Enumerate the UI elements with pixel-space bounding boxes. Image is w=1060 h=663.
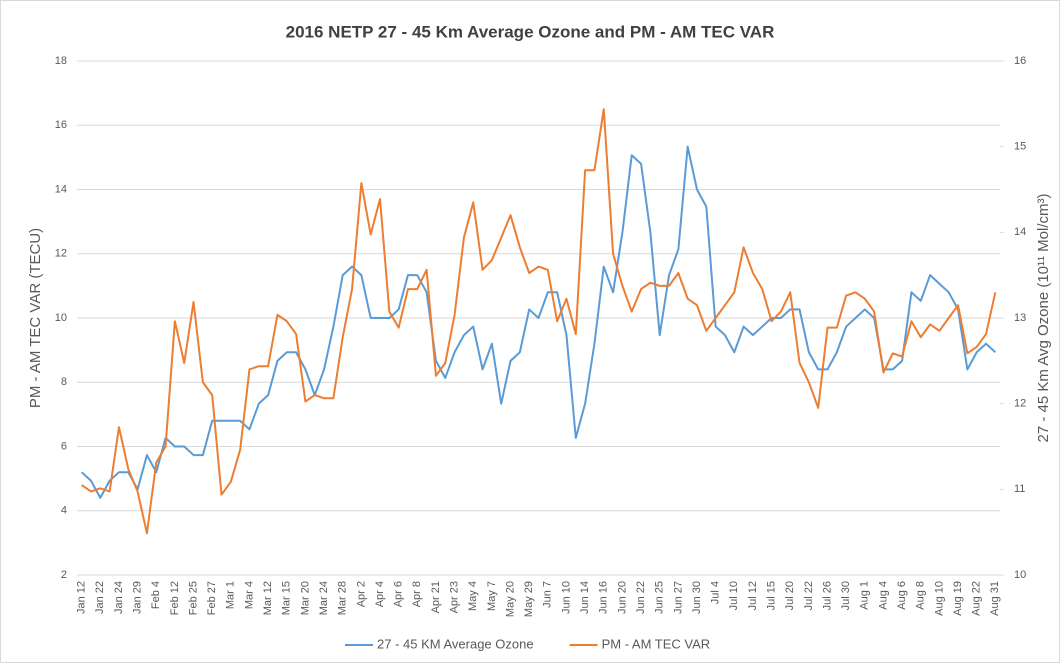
x-tick-label: May 20: [504, 581, 516, 617]
x-tick-label: Jun 25: [654, 581, 666, 614]
x-tick-label: Apr 6: [393, 581, 405, 607]
x-tick-label: Aug 1: [859, 581, 871, 610]
x-tick-label: Jan 29: [132, 581, 144, 614]
x-tick-label: Feb 12: [169, 581, 181, 615]
y-tick-label: 8: [61, 376, 67, 388]
x-tick-label: Apr 21: [430, 581, 442, 613]
x-tick-label: Jun 7: [542, 581, 554, 608]
x-tick-label: Aug 6: [896, 581, 908, 610]
x-tick-label: Jun 16: [598, 581, 610, 614]
x-tick-label: Jan 12: [76, 581, 88, 614]
x-tick-label: Apr 23: [448, 581, 460, 613]
x-tick-label: Jul 12: [747, 581, 759, 610]
y2-tick-label: 10: [1014, 569, 1026, 581]
x-tick-label: Feb 27: [206, 581, 218, 615]
y-tick-label: 10: [55, 312, 67, 324]
y-tick-label: 18: [55, 55, 67, 67]
x-tick-label: Mar 20: [299, 581, 311, 615]
x-tick-label: Aug 19: [952, 581, 964, 616]
x-tick-label: Aug 10: [933, 581, 945, 616]
y-tick-label: 14: [55, 183, 67, 195]
x-tick-label: Jul 20: [784, 581, 796, 610]
x-tick-label: Jun 14: [579, 581, 591, 614]
x-tick-label: Apr 8: [411, 581, 423, 607]
x-tick-label: Aug 8: [915, 581, 927, 610]
x-tick-label: Jun 20: [616, 581, 628, 614]
y2-axis-title: 27 - 45 Km Avg Ozone (10¹¹ Mol/cm³): [1035, 194, 1052, 443]
chart-title: 2016 NETP 27 - 45 Km Average Ozone and P…: [286, 22, 775, 41]
y-tick-label: 6: [61, 440, 67, 452]
legend-label: PM - AM TEC VAR: [602, 636, 711, 651]
x-tick-label: Mar 24: [318, 581, 330, 615]
y-axis-title: PM - AM TEC VAR (TECU): [27, 228, 44, 408]
x-tick-label: Mar 4: [243, 581, 255, 609]
x-tick-label: Jun 22: [635, 581, 647, 614]
x-tick-label: Feb 25: [187, 581, 199, 615]
legend-label: 27 - 45 KM Average Ozone: [377, 636, 534, 651]
x-tick-label: Aug 4: [877, 581, 889, 610]
x-tick-label: Jul 10: [728, 581, 740, 610]
x-tick-label: Jun 30: [691, 581, 703, 614]
x-tick-label: Mar 15: [281, 581, 293, 615]
x-tick-label: May 4: [467, 581, 479, 611]
x-tick-label: Jul 15: [765, 581, 777, 610]
y2-tick-label: 16: [1014, 55, 1026, 67]
x-tick-label: Apr 2: [355, 581, 367, 607]
y2-tick-label: 15: [1014, 141, 1026, 153]
x-tick-label: May 7: [486, 581, 498, 611]
x-tick-label: Jan 24: [113, 581, 125, 614]
x-tick-label: Mar 12: [262, 581, 274, 615]
y-tick-label: 2: [61, 569, 67, 581]
y2-tick-label: 13: [1014, 312, 1026, 324]
x-tick-label: Aug 22: [971, 581, 983, 616]
x-tick-label: Jul 22: [803, 581, 815, 610]
y-tick-label: 12: [55, 248, 67, 260]
x-tick-label: Jul 26: [821, 581, 833, 610]
x-tick-label: Mar 1: [225, 581, 237, 609]
x-tick-label: Aug 31: [989, 581, 1001, 616]
x-tick-label: Jun 10: [560, 581, 572, 614]
y-tick-label: 16: [55, 119, 67, 131]
x-tick-label: Jul 30: [840, 581, 852, 610]
y2-tick-label: 14: [1014, 226, 1026, 238]
x-tick-label: Apr 4: [374, 581, 386, 607]
series-line: [80, 145, 997, 499]
x-tick-label: May 29: [523, 581, 535, 617]
x-tick-label: Jul 4: [710, 581, 722, 604]
y-tick-label: 4: [61, 505, 67, 517]
x-tick-label: Mar 28: [337, 581, 349, 615]
x-tick-label: Jun 27: [672, 581, 684, 614]
series-line: [81, 108, 997, 535]
x-tick-label: Jan 22: [94, 581, 106, 614]
x-tick-label: Feb 4: [150, 581, 162, 609]
legend: 27 - 45 KM Average Ozone PM - AM TEC VAR: [345, 636, 710, 651]
y2-tick-label: 11: [1014, 483, 1025, 495]
y2-tick-label: 12: [1014, 398, 1026, 410]
